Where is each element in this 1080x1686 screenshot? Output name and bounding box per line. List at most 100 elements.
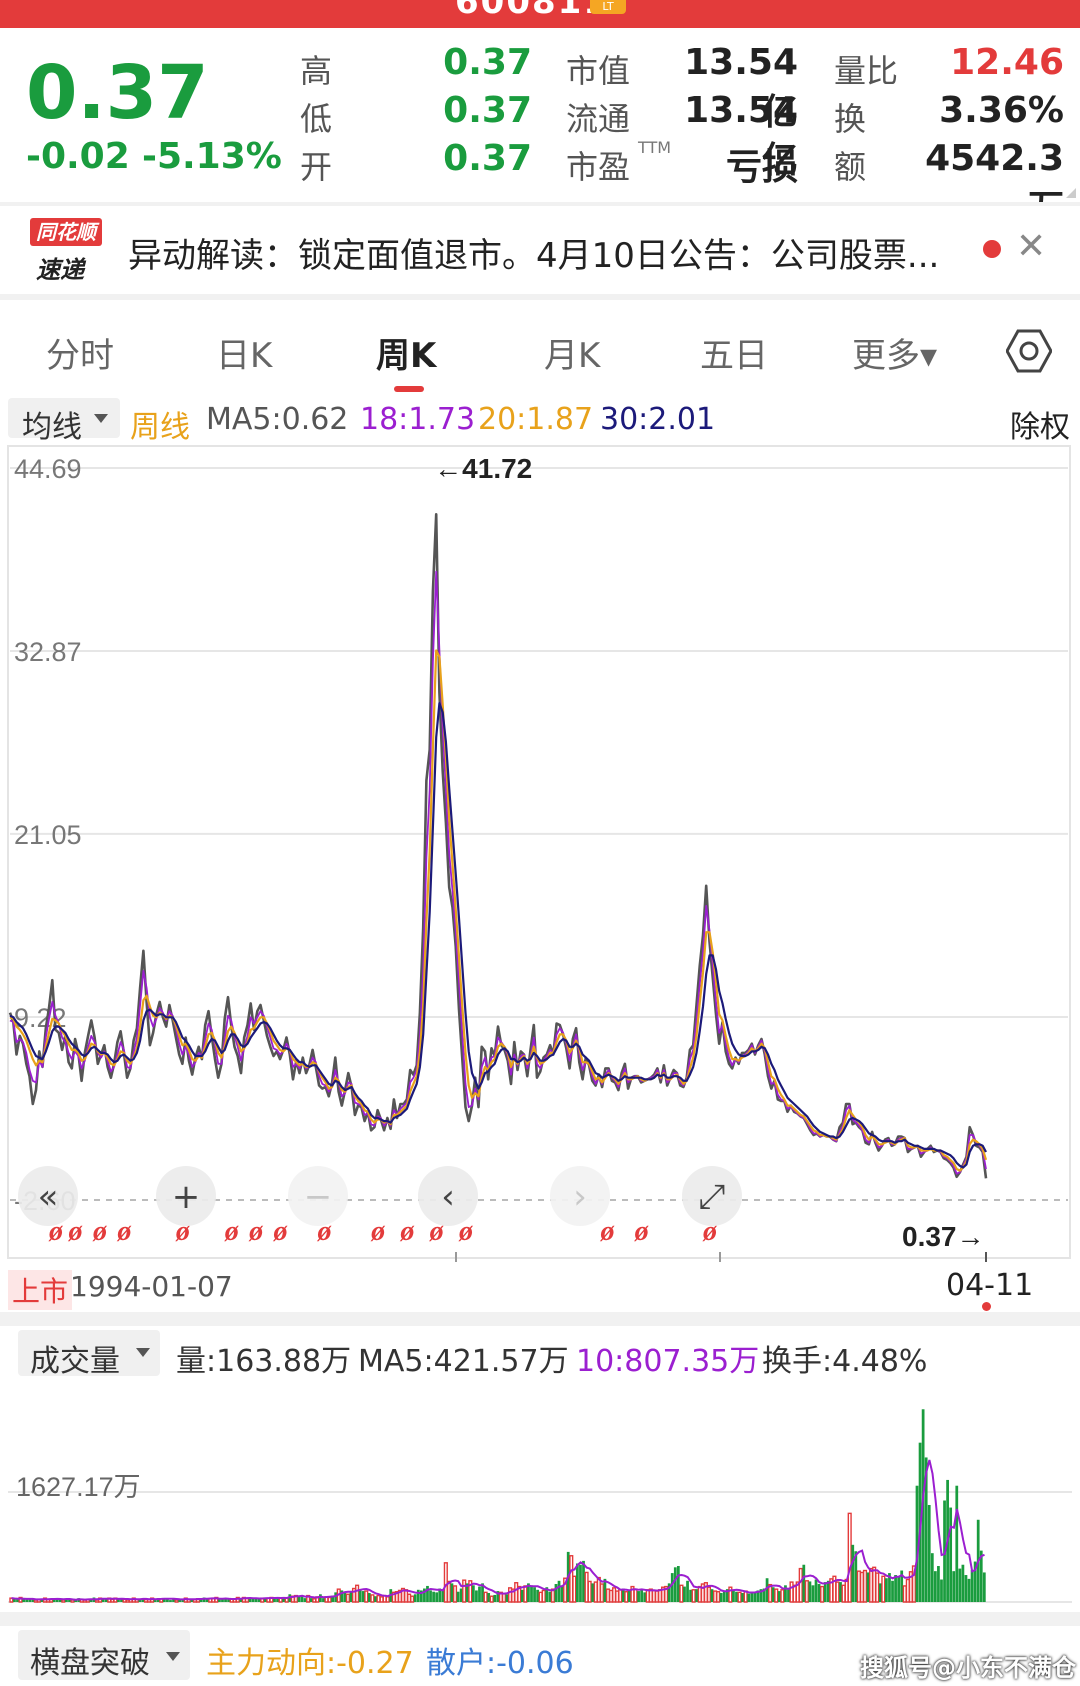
ex-dividend-marker[interactable]: ø [599,1216,615,1247]
volume-bar [667,1583,671,1602]
turnover-value: 3.36% [939,90,1064,131]
volume-bar [777,1591,781,1602]
mcap-label: 市值 [566,52,631,90]
volume-bar [319,1594,322,1602]
volume-bar [706,1586,712,1603]
volume-bar [955,1485,959,1602]
volume-bar [937,1566,940,1602]
volume-bar [28,1598,32,1602]
volume-bar [496,1591,500,1602]
volume-bar [349,1591,353,1602]
ex-dividend-marker[interactable]: ø [370,1216,386,1247]
volume-bar [949,1507,953,1602]
ex-rights-toggle[interactable]: 除权 [1010,410,1070,445]
volume-bar [875,1572,880,1603]
max-price-annotation: ←41.72 [434,453,532,484]
divider [0,202,1080,206]
chart-control-button[interactable]: › [550,1166,610,1226]
volume-bar [802,1564,806,1602]
volume-chart[interactable]: 1627.17万 [0,1380,1080,1610]
volume-bar [239,1598,243,1602]
chart-control-button[interactable]: ‹ [418,1166,478,1226]
volume-bar [608,1589,614,1603]
volume-bar [716,1591,721,1603]
ex-dividend-marker[interactable]: ø [116,1216,132,1247]
volume-bar [820,1585,825,1603]
volume-bar [224,1598,227,1602]
ex-dividend-marker[interactable]: ø [68,1216,84,1247]
turnover-label: 换 [834,100,867,138]
volume-bar [765,1578,769,1602]
high-value: 0.37 [443,42,532,83]
volume-bar [550,1588,555,1603]
chart-control-button[interactable]: « [18,1166,78,1226]
pe-ttm-sup: TTM [638,138,672,157]
volume-bar [443,1562,448,1603]
volume-bar [894,1575,897,1602]
y-tick-label: 44.69 [14,454,82,484]
volume-bar [603,1578,607,1602]
chevron-down-icon [94,414,108,423]
volume-bar [432,1591,435,1602]
volume-bar [686,1580,689,1602]
settings-hexagon-icon[interactable] [1006,328,1052,374]
close-icon[interactable]: ✕ [1016,226,1047,267]
volume-bar [58,1598,62,1602]
volume-ma5: MA5:421.57万 [358,1344,569,1379]
ex-dividend-marker[interactable]: ø [224,1216,240,1247]
tab-weekly-k[interactable]: 周K [376,336,437,376]
ex-dividend-marker[interactable]: ø [634,1216,650,1247]
ex-dividend-marker[interactable]: ø [273,1216,289,1247]
indicator-selector[interactable]: 横盘突破 [18,1630,190,1681]
news-ticker[interactable]: 同花顺 速递 异动解读：锁定面值退市。4月10日公告：公司股票... ✕ [0,206,1080,294]
volume-bar [664,1585,669,1603]
volume-bar [735,1591,738,1602]
tab-daily-k[interactable]: 日K [216,336,273,376]
volume-bar [487,1593,491,1602]
end-date: 04-11 [946,1268,1034,1303]
volume-bar [618,1589,623,1603]
volume-bar [643,1592,647,1602]
ex-dividend-marker[interactable]: ø [92,1216,108,1247]
chart-control-button[interactable]: − [288,1166,348,1226]
ex-dividend-marker[interactable]: ø [458,1216,474,1247]
volume-bar [554,1584,558,1602]
volume-bar [273,1598,276,1602]
chart-control-button[interactable]: + [156,1166,216,1226]
volume-selector[interactable]: 成交量 [18,1330,160,1379]
expand-corner-icon[interactable] [1066,188,1076,198]
tab-five-day[interactable]: 五日 [700,336,768,376]
float-value: 13.54亿 [684,90,798,181]
volume-bar [40,1598,44,1602]
volume-bar [697,1585,702,1603]
tab-more[interactable]: 更多▾ [852,336,938,376]
volume-turnover: 换手:4.48% [762,1344,928,1379]
volume-bar [774,1588,779,1603]
tab-intraday[interactable]: 分时 [46,336,114,376]
ex-dividend-marker[interactable]: ø [248,1216,264,1247]
volume-bar [257,1598,261,1602]
volume-bar [924,1457,928,1602]
listing-label: 上市 [8,1270,73,1310]
news-text[interactable]: 异动解读：锁定面值退市。4月10日公告：公司股票... [128,236,940,276]
chart-control-button[interactable]: ⤢ [682,1166,742,1226]
volume-bar [826,1580,830,1602]
volume-bar [621,1588,625,1602]
ma-selector[interactable]: 均线 [8,398,120,445]
tab-monthly-k[interactable]: 月K [544,336,601,376]
volume-bar [162,1598,166,1602]
volume-legend-bar: 成交量 量:163.88万 MA5:421.57万 10:807.35万 换手:… [0,1330,1080,1380]
volume-bar [872,1566,877,1603]
volume-bar [784,1585,787,1602]
volume-bar [900,1570,904,1602]
volume-bar [450,1583,454,1602]
volume-bar [841,1584,846,1603]
ma5-value: MA5:0.62 [206,402,349,437]
volume-bar [572,1575,577,1603]
volume-bar [331,1595,334,1602]
ex-dividend-marker[interactable]: ø [399,1216,415,1247]
volume-bar [340,1590,344,1602]
divider [0,294,1080,300]
volume-bar [520,1589,524,1602]
